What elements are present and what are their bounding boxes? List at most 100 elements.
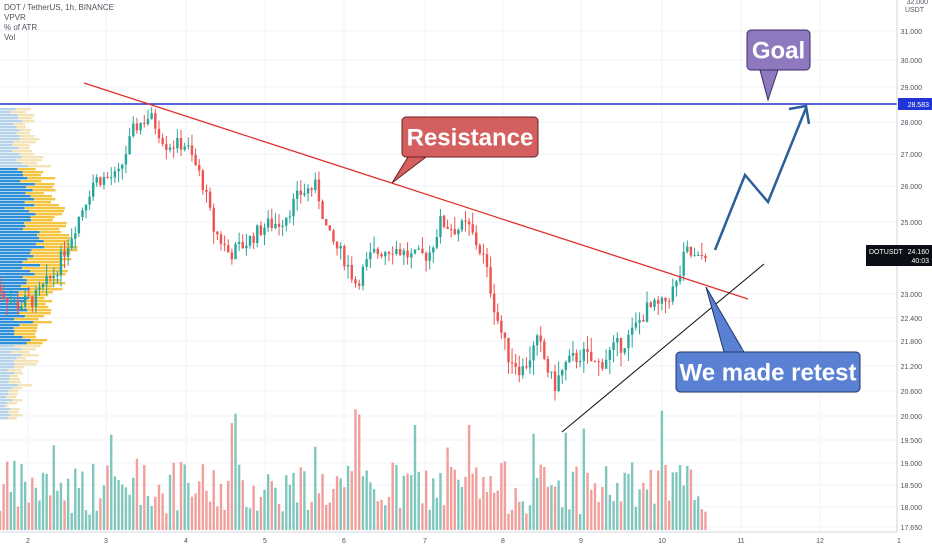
- vpvr-row-down: [5, 405, 9, 408]
- vpvr-row-down: [34, 204, 59, 207]
- vpvr-row-up: [0, 327, 14, 330]
- volume-bar: [686, 465, 689, 530]
- volume-bar: [324, 504, 328, 530]
- volume-bar: [507, 513, 510, 530]
- candle-body: [102, 176, 106, 185]
- vpvr-row-up: [0, 264, 41, 267]
- x-tick-label: 9: [579, 538, 583, 545]
- volume-bar: [601, 486, 604, 530]
- vpvr-row-down: [14, 345, 41, 348]
- candle-body: [230, 252, 234, 260]
- volume-bar: [597, 502, 600, 530]
- volume-bar: [424, 470, 428, 530]
- candle-body: [678, 275, 682, 282]
- vpvr-row-down: [18, 117, 33, 120]
- candle-body: [6, 297, 9, 303]
- volume-bar: [510, 509, 514, 530]
- candle-body: [9, 301, 13, 303]
- y-tick-label: 28.000: [901, 120, 923, 127]
- candle-body: [77, 216, 81, 234]
- vpvr-row-up: [0, 336, 23, 339]
- atr-legend[interactable]: % of ATR: [4, 23, 38, 32]
- volume-bar: [77, 488, 81, 530]
- volume-bar: [485, 491, 489, 530]
- vpvr-row-down: [8, 411, 19, 414]
- volume-bar: [237, 464, 241, 530]
- goal-callout-join: [761, 67, 777, 69]
- candle-body: [686, 246, 689, 252]
- volume-bar: [150, 506, 153, 530]
- volume-bar: [395, 464, 398, 530]
- volume-bar: [245, 507, 248, 530]
- volume-bar: [110, 434, 113, 530]
- vol-legend[interactable]: Vol: [4, 33, 16, 42]
- time-axis[interactable]: 2 3 4 5 6 7 8 9 10 11 12 1: [0, 531, 901, 550]
- vpvr-row-down: [6, 396, 17, 399]
- candle-body: [539, 335, 542, 342]
- vpvr-row-up: [0, 243, 37, 246]
- volume-profile: [0, 108, 78, 420]
- volume-bar: [446, 447, 449, 530]
- x-tick-label: 10: [658, 538, 666, 545]
- volume-bar: [198, 481, 201, 530]
- volume-bar: [612, 501, 615, 530]
- volume-bar: [263, 489, 266, 530]
- vpvr-row-up: [0, 252, 31, 255]
- volume-bar: [157, 484, 161, 530]
- candle-body: [16, 300, 20, 311]
- candle-body: [642, 319, 645, 322]
- volume-bar: [41, 472, 45, 530]
- candle-body: [154, 113, 157, 129]
- vpvr-row-up: [0, 363, 15, 366]
- vpvr-row-up: [0, 375, 10, 378]
- volume-bar: [23, 481, 27, 530]
- volume-bar: [99, 498, 102, 530]
- projection-path[interactable]: [713, 107, 808, 251]
- candle-body: [285, 217, 288, 226]
- volume-bar: [343, 487, 346, 530]
- vpvr-row-down: [10, 408, 20, 411]
- candle-body: [561, 369, 564, 376]
- volume-bar: [535, 477, 539, 530]
- volume-bar: [478, 498, 482, 530]
- candle-body: [682, 251, 685, 276]
- volume-bar: [317, 493, 321, 530]
- candlesticks: [0, 107, 707, 401]
- y-tick-label: 26.000: [901, 184, 923, 191]
- vpvr-row-down: [10, 111, 27, 114]
- volume-bar: [259, 496, 263, 530]
- vpvr-legend[interactable]: VPVR: [4, 13, 26, 22]
- candle-body: [457, 229, 460, 235]
- vpvr-row-up: [0, 279, 27, 282]
- volume-bar: [346, 465, 350, 530]
- vpvr-row-down: [39, 237, 72, 240]
- vpvr-row-down: [21, 354, 39, 357]
- volume-bar: [230, 423, 234, 530]
- volume-bar: [575, 466, 578, 530]
- candle-body: [612, 342, 615, 350]
- symbol-legend[interactable]: DOT / TetherUS, 1h, BINANCE: [4, 3, 114, 12]
- vpvr-row-down: [14, 330, 37, 333]
- support-trendline[interactable]: [561, 263, 765, 433]
- vpvr-row-down: [34, 198, 56, 201]
- vpvr-row-up: [0, 219, 32, 222]
- candle-body: [190, 145, 194, 155]
- volume-bar: [492, 492, 496, 530]
- volume-bar: [398, 508, 402, 530]
- vpvr-row-up: [0, 195, 31, 198]
- vpvr-row-down: [14, 372, 24, 375]
- volume-bar: [70, 512, 73, 530]
- volume-bar: [81, 471, 84, 530]
- candle-body: [328, 225, 332, 231]
- vpvr-row-up: [0, 291, 19, 294]
- vpvr-row-up: [0, 303, 20, 306]
- vpvr-row-up: [0, 339, 31, 342]
- volume-bar: [384, 505, 387, 530]
- candle-body: [586, 348, 589, 352]
- resistance-trendline[interactable]: [83, 82, 749, 300]
- candle-body: [604, 359, 608, 369]
- vpvr-row-up: [0, 321, 34, 324]
- vpvr-row-down: [12, 150, 32, 153]
